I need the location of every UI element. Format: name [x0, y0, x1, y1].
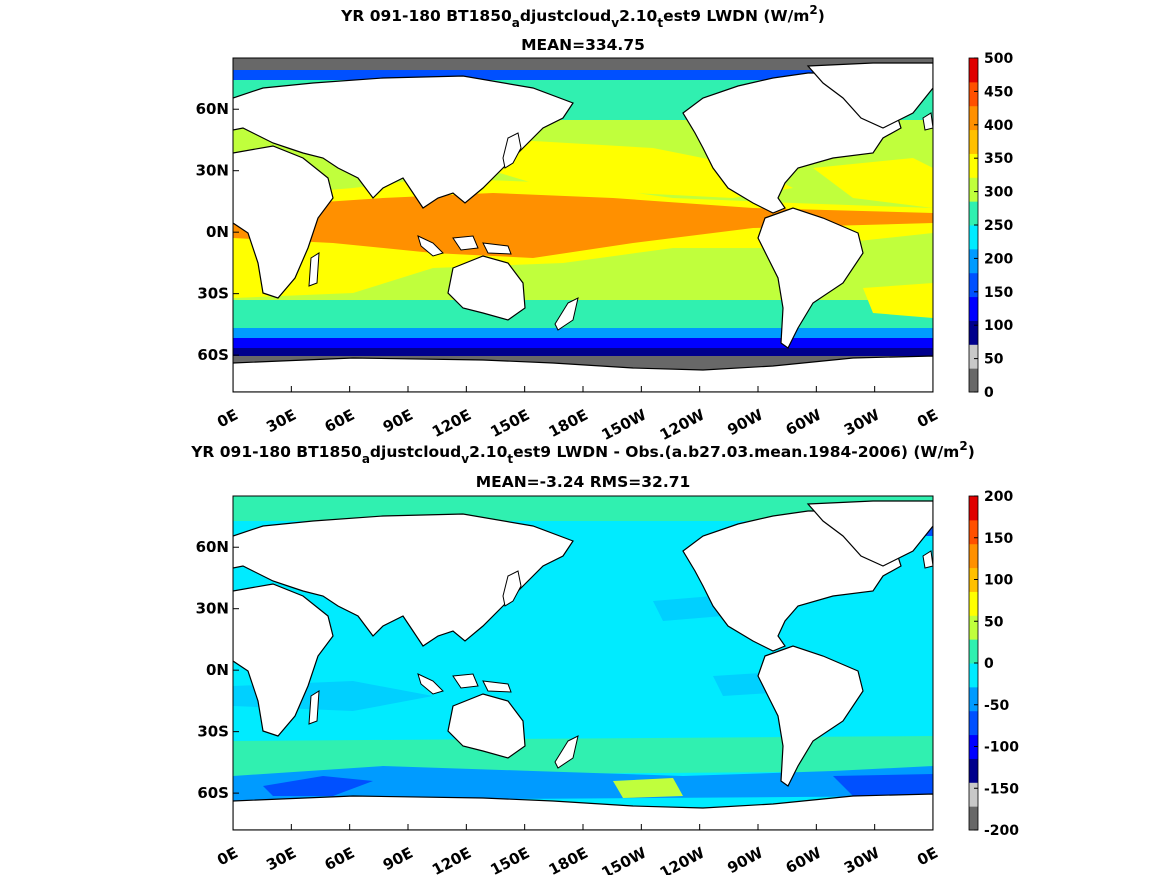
colorbar-tick-label: 50 [984, 352, 1004, 368]
colorbar-tick-label: 150 [984, 285, 1013, 301]
x-axis-ticks-top: 0E 30E 60E 90E 120E 150E 180E 150W 120W 90W 60W 30W… [214, 386, 941, 444]
colorbar-tick-label: -200 [984, 823, 1019, 839]
chart-title-top: YR 091-180 BT1850adjustcloudv2.10test9 L… [340, 3, 825, 30]
x-tick-label: 90W [724, 405, 766, 439]
colorbar-segment [969, 782, 978, 807]
chart-panel-top: YR 091-180 BT1850adjustcloudv2.10test9 L… [196, 3, 1014, 444]
colorbar-segment [969, 81, 978, 107]
colorbar-tick-label: 100 [984, 573, 1013, 589]
colorbar-tick-label: -100 [984, 740, 1019, 756]
colorbar-tick-label: 500 [984, 51, 1013, 67]
colorbar-segment [969, 153, 978, 178]
colorbar-tick-label: 350 [984, 151, 1013, 167]
colorbar-tick-label: -50 [984, 698, 1010, 714]
chart-subtitle-top: MEAN=334.75 [521, 36, 645, 54]
colorbar-segment [969, 639, 978, 664]
y-tick-label: 60N [196, 100, 229, 118]
x-tick-label: 0E [214, 406, 241, 432]
x-tick-label: 30W [841, 843, 883, 875]
x-tick-label: 30E [263, 844, 299, 875]
x-tick-label: 0E [914, 406, 941, 432]
y-axis-ticks-top: 60N 30N 0N 30S 60S [196, 100, 239, 364]
colorbar-segment [969, 806, 978, 831]
colorbar-segment [969, 758, 978, 783]
colorbar-segment [969, 177, 978, 202]
colorbar-tick-label: -150 [984, 781, 1019, 797]
y-tick-label: 30N [196, 162, 229, 180]
x-tick-label: 120W [657, 405, 708, 444]
y-tick-label: 30S [197, 285, 229, 303]
colorbar-segment [969, 344, 978, 369]
chart-subtitle-bottom: MEAN=-3.24 RMS=32.71 [476, 473, 691, 491]
chart-title-bottom: YR 091-180 BT1850adjustcloudv2.10test9 L… [190, 439, 975, 466]
x-tick-label: 180E [546, 406, 591, 441]
colorbar-tick-label: 200 [984, 251, 1013, 267]
x-tick-label: 120E [429, 844, 474, 875]
x-tick-label: 90E [380, 844, 416, 875]
colorbar-tick-label: 400 [984, 118, 1013, 134]
colorbar-tick-label: 50 [984, 614, 1004, 630]
x-tick-label: 60E [322, 844, 358, 875]
colorbar-segment [969, 686, 978, 712]
y-tick-label: 60N [196, 538, 229, 556]
colorbar-segment [969, 272, 978, 298]
y-tick-label: 30N [196, 600, 229, 618]
x-tick-label: 60W [783, 843, 825, 875]
colorbar-segment [969, 296, 978, 321]
colorbar-segment [969, 567, 978, 592]
colorbar-tick-label: 200 [984, 489, 1013, 505]
colorbar-segment [969, 320, 978, 345]
y-tick-label: 0N [206, 223, 229, 241]
x-tick-label: 150W [599, 843, 650, 875]
map-field-top [233, 58, 933, 392]
colorbar-segment [969, 496, 978, 521]
colorbar-segment [969, 201, 978, 226]
x-tick-label: 120W [657, 843, 708, 875]
colorbar-segment [969, 105, 978, 131]
colorbar-segment [969, 58, 978, 83]
colorbar-tick-label: 300 [984, 185, 1013, 201]
x-tick-label: 120E [429, 406, 474, 441]
x-tick-label: 90E [380, 406, 416, 437]
colorbar-segment [969, 543, 978, 569]
colorbar-tick-label: 450 [984, 84, 1013, 100]
x-tick-label: 60E [322, 406, 358, 437]
y-tick-label: 60S [197, 346, 229, 364]
y-tick-label: 60S [197, 784, 229, 802]
colorbar-segment [969, 225, 978, 250]
map-field-bottom [233, 496, 933, 830]
colorbar-segment [969, 248, 978, 274]
colorbar-segment [969, 368, 978, 393]
colorbar-segment [969, 129, 978, 154]
colorbar-segment [969, 591, 978, 616]
x-tick-label: 30E [263, 406, 299, 437]
colorbar-segment [969, 519, 978, 545]
colorbar-segment [969, 734, 978, 759]
x-tick-label: 150E [487, 844, 532, 875]
y-axis-ticks-bottom: 60N 30N 0N 30S 60S [196, 538, 239, 802]
colorbar-tick-label: 150 [984, 531, 1013, 547]
x-tick-label: 0E [214, 844, 241, 870]
colorbar-segment [969, 663, 978, 688]
y-tick-label: 30S [197, 723, 229, 741]
colorbar-tick-label: 100 [984, 318, 1013, 334]
chart-panel-bottom: YR 091-180 BT1850adjustcloudv2.10test9 L… [190, 439, 1019, 875]
x-tick-label: 180E [546, 844, 591, 875]
x-tick-label: 150E [487, 406, 532, 441]
colorbar-tick-label: 0 [984, 385, 994, 401]
x-tick-label: 150W [599, 405, 650, 444]
x-tick-label: 60W [783, 405, 825, 439]
y-tick-label: 0N [206, 661, 229, 679]
colorbar-tick-label: 250 [984, 218, 1013, 234]
x-tick-label: 90W [724, 843, 766, 875]
x-tick-label: 0E [914, 844, 941, 870]
colorbar-segment [969, 615, 978, 640]
colorbar-segment [969, 710, 978, 736]
colorbar-bottom: 200 150 100 50 0 -50 -100 -150 -200 [968, 489, 1019, 839]
colorbar-tick-label: 0 [984, 656, 994, 672]
x-tick-label: 30W [841, 405, 883, 439]
x-axis-ticks-bottom: 0E 30E 60E 90E 120E 150E 180E 150W 120W 90W 60W 30W… [214, 824, 941, 875]
